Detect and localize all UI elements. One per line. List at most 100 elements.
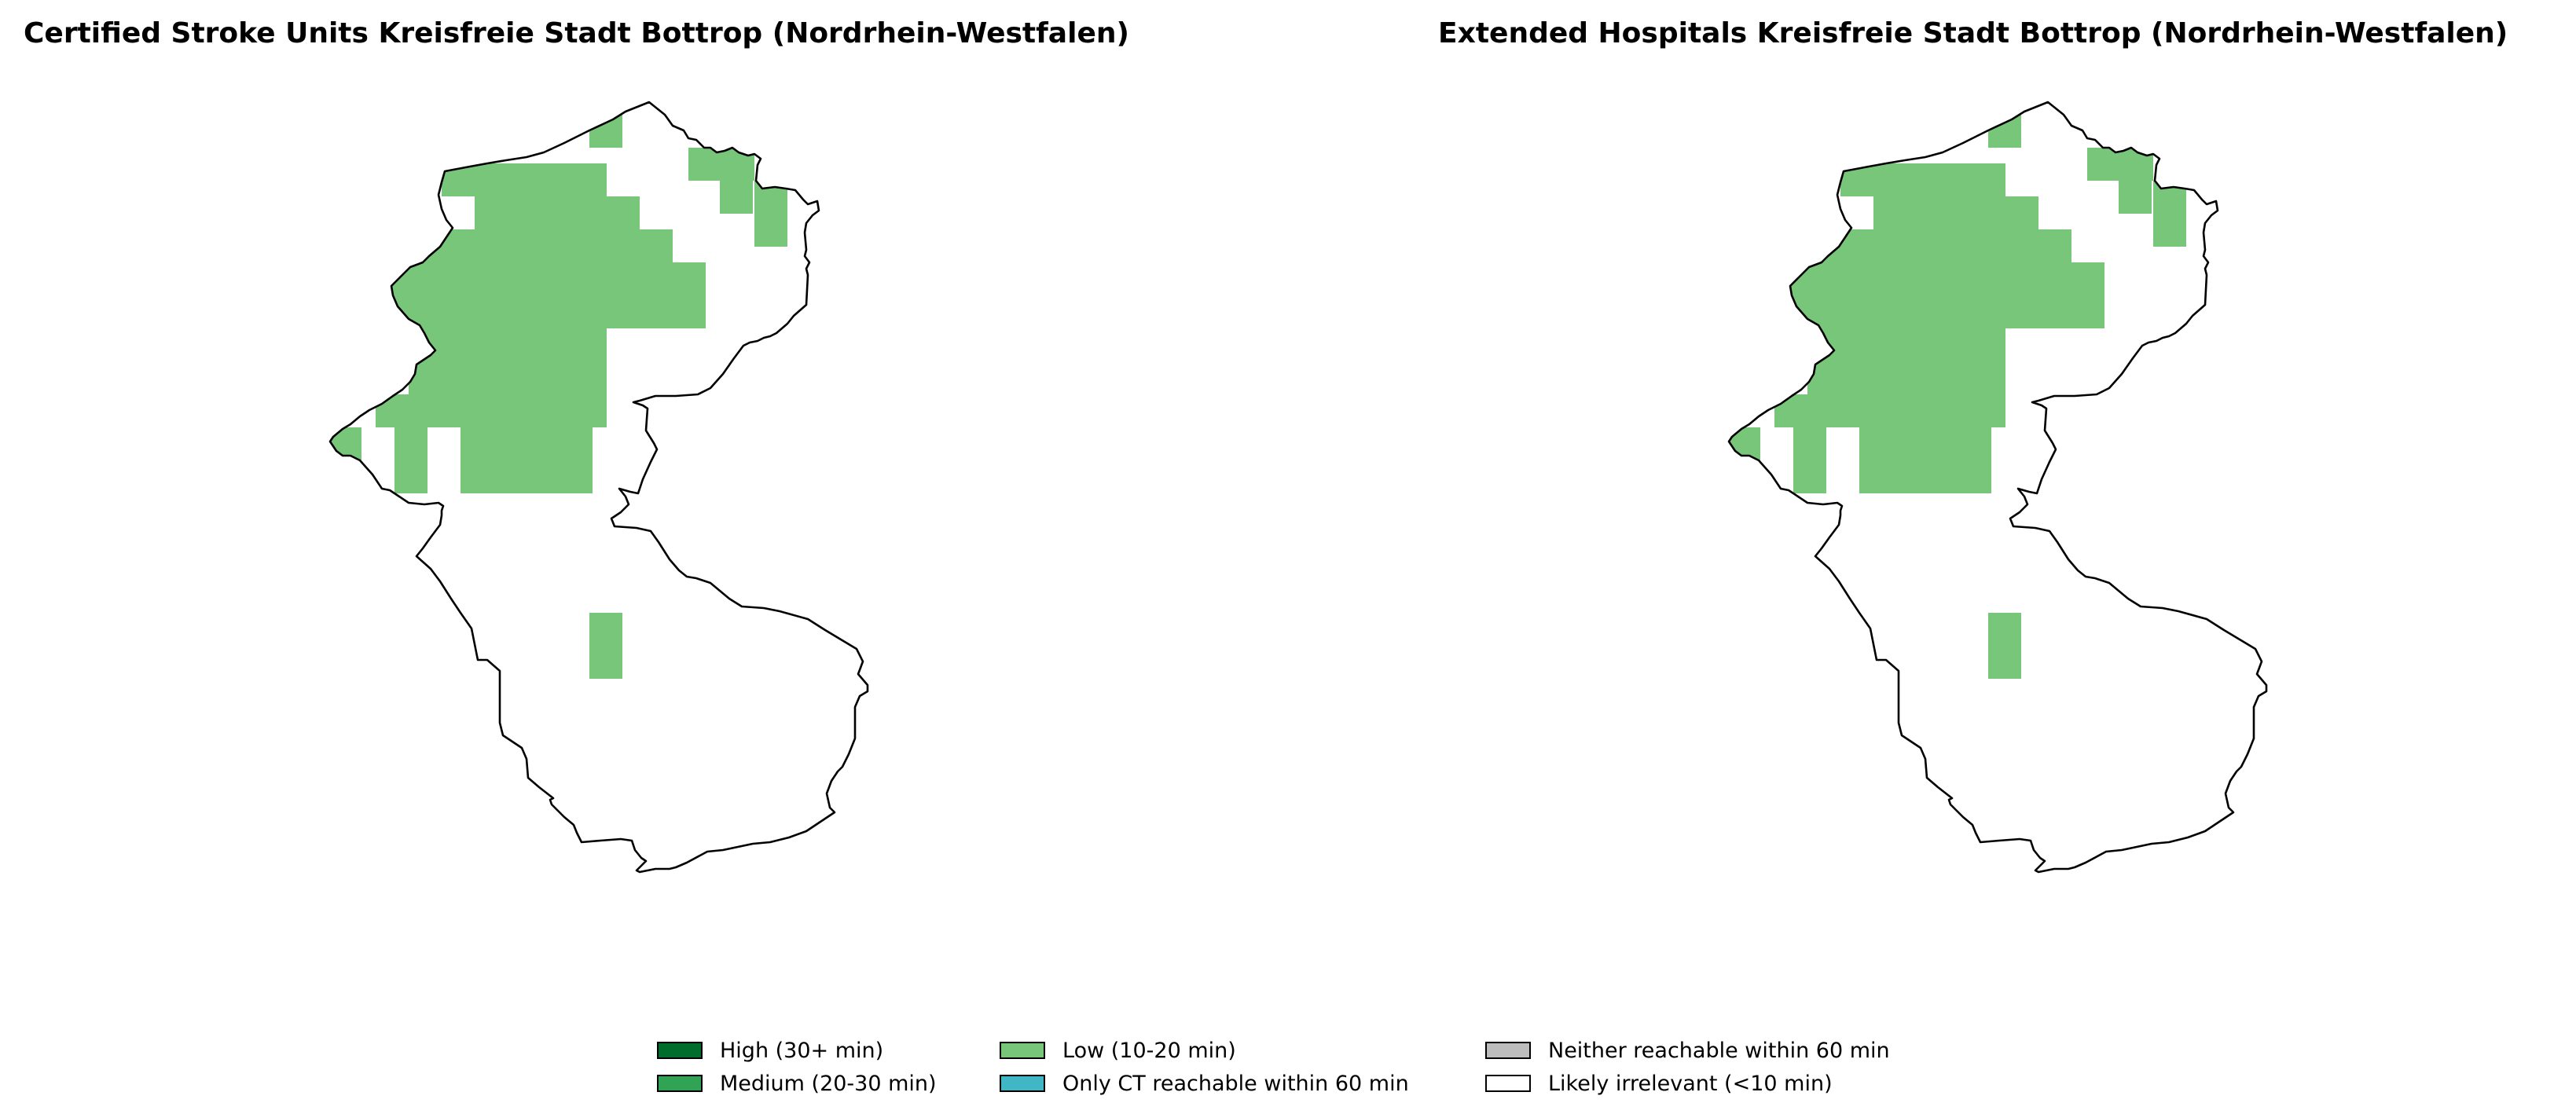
grid-cell-low [494,460,527,493]
legend-label: Only CT reachable within 60 min [1062,1071,1409,1096]
legend-label: High (30+ min) [720,1038,884,1063]
grid-cell-low [574,229,607,262]
grid-cell-low [508,163,541,196]
grid-cell-low [409,394,442,427]
grid-cell-low [508,229,541,262]
grid-cell-low [442,394,475,427]
grid-cell-low [560,460,593,493]
grid-cell-low [1925,427,1958,460]
grid-cell-low [442,361,475,394]
grid-cell-low [508,295,541,328]
grid-cell-low [2038,262,2071,295]
grid-cell-low [1972,229,2005,262]
grid-cell-low [461,460,494,493]
legend-item-irrelevant: Likely irrelevant (<10 min) [1485,1067,1925,1100]
grid-cell-low [1859,427,1892,460]
legend-swatch [1485,1075,1531,1092]
grid-cell-low [409,295,442,328]
grid-cell-low [1873,163,1906,196]
grid-cell-low [589,613,622,646]
grid-cell-low [1892,427,1925,460]
grid-cell-low [1906,229,1939,262]
map-extended-hospitals [1727,101,2268,874]
grid-cell-low [574,163,607,196]
grid-cell-low [1939,361,1972,394]
grid-cell-low [376,328,409,361]
grid-cell-low [1807,295,1840,328]
grid-cell-low [1840,328,1873,361]
grid-cell-low [1972,361,2005,394]
grid-cell-low [574,196,607,229]
grid-cell-low [1906,394,1939,427]
grid-cell-low [376,394,409,427]
grid-cell-low [1972,328,2005,361]
grid-cell-low [527,460,560,493]
grid-cell-low [1939,328,1972,361]
grid-cell-low [475,229,508,262]
grid-cell-low [2005,196,2038,229]
grid-cell-low [1840,262,1873,295]
grid-cell-low [1729,460,1760,493]
grid-cell-low [574,328,607,361]
grid-cell-low [1939,262,1972,295]
grid-cell-low [2038,229,2071,262]
grid-cell-low [1859,460,1892,493]
grid-cell-low [1873,328,1906,361]
grid-cell-low [1774,328,1807,361]
grid-cell-low [442,295,475,328]
grid-cell-low [1906,361,1939,394]
grid-cell-low [1958,460,1991,493]
grid-cell-low [475,328,508,361]
grid-cell-low [541,361,574,394]
grid-cell-low [2005,229,2038,262]
grid-cell-low [1840,229,1873,262]
grid-cell-low [2071,262,2104,295]
legend-swatch [657,1042,703,1059]
grid-cell-low [541,196,574,229]
grid-cell-low [2005,262,2038,295]
grid-cell-low [2038,295,2071,328]
legend-item-medium: Medium (20-30 min) [657,1067,1000,1100]
grid-cell-low [1939,295,1972,328]
grid-cell-low [673,295,706,328]
grid-cell-low [1988,115,2021,148]
grid-cell-low [1988,613,2021,646]
grid-cell-low [475,295,508,328]
grid-cell-low [720,181,753,214]
grid-cell-low [1793,427,1826,460]
grid-cell-low [1873,262,1906,295]
map-stroke-units [328,101,869,874]
grid-cell-low [541,295,574,328]
grid-cell-low [1873,229,1906,262]
grid-cell-low [508,361,541,394]
grid-cell-low [1873,361,1906,394]
grid-cell-low [607,229,640,262]
grid-cell-low [574,262,607,295]
grid-cell-low [2153,214,2186,247]
grid-cell-low [541,262,574,295]
grid-cell-low [1939,229,1972,262]
grid-cell-low [508,262,541,295]
panel-title-stroke-units: Certified Stroke Units Kreisfreie Stadt … [24,17,1129,49]
grid-cell-low [475,361,508,394]
grid-cell-low [409,262,442,295]
bottrop-boundary [328,101,869,874]
grid-cell-low [560,427,593,460]
grid-cell-low [2087,148,2120,181]
grid-cell-low [2071,295,2104,328]
legend-label: Neither reachable within 60 min [1548,1038,1890,1063]
grid-cell-low [442,262,475,295]
grid-cell-low [1972,262,2005,295]
grid-cell-low [1958,427,1991,460]
grid-cell-low [1972,196,2005,229]
grid-cell-low [1906,262,1939,295]
grid-cell-low [640,229,673,262]
legend-item-neither: Neither reachable within 60 min [1485,1034,1925,1067]
grid-cell-low [475,163,508,196]
grid-cell-low [1939,394,1972,427]
grid-cell-low [330,460,361,493]
grid-cell-low [508,196,541,229]
grid-cell-low [607,196,640,229]
grid-cell-low [527,427,560,460]
grid-cell-low [461,427,494,460]
